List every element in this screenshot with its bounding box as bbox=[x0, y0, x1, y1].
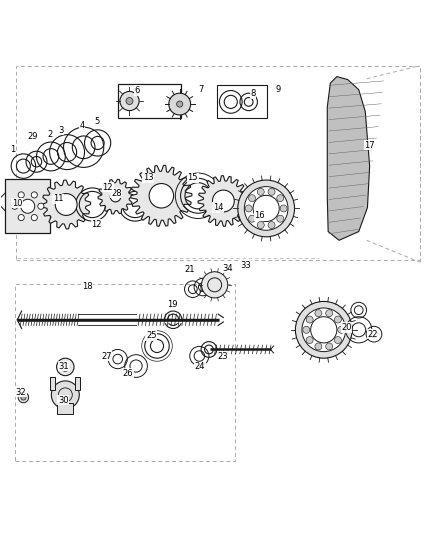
Circle shape bbox=[268, 188, 275, 195]
Circle shape bbox=[245, 205, 252, 212]
Text: 16: 16 bbox=[254, 212, 265, 220]
Text: 12: 12 bbox=[92, 220, 102, 229]
Circle shape bbox=[338, 326, 345, 333]
Text: 12: 12 bbox=[102, 182, 113, 191]
Text: 29: 29 bbox=[27, 132, 38, 141]
Text: 19: 19 bbox=[167, 300, 177, 309]
Circle shape bbox=[18, 192, 24, 198]
Circle shape bbox=[326, 343, 333, 350]
Circle shape bbox=[31, 215, 37, 221]
Circle shape bbox=[201, 272, 228, 298]
Text: 22: 22 bbox=[367, 330, 378, 338]
Text: 10: 10 bbox=[12, 199, 22, 208]
Circle shape bbox=[257, 222, 264, 229]
Text: 2: 2 bbox=[47, 130, 52, 139]
Circle shape bbox=[18, 215, 24, 221]
Circle shape bbox=[177, 101, 183, 107]
Text: 5: 5 bbox=[94, 117, 99, 126]
Circle shape bbox=[326, 310, 333, 317]
Circle shape bbox=[149, 183, 173, 208]
Circle shape bbox=[315, 310, 322, 317]
Circle shape bbox=[315, 343, 322, 350]
Text: 33: 33 bbox=[240, 261, 251, 270]
Bar bbox=[50, 377, 55, 391]
Text: 20: 20 bbox=[341, 323, 352, 332]
Circle shape bbox=[244, 187, 288, 230]
Circle shape bbox=[21, 199, 35, 213]
Circle shape bbox=[21, 395, 26, 400]
Bar bbox=[14, 284, 235, 461]
Polygon shape bbox=[327, 77, 370, 240]
Circle shape bbox=[268, 222, 275, 229]
Circle shape bbox=[248, 195, 255, 201]
Text: 34: 34 bbox=[223, 264, 233, 273]
Circle shape bbox=[335, 316, 341, 323]
Circle shape bbox=[212, 190, 234, 212]
Circle shape bbox=[18, 392, 28, 403]
Text: 27: 27 bbox=[101, 351, 112, 360]
Text: 7: 7 bbox=[198, 85, 203, 94]
Text: 25: 25 bbox=[146, 331, 156, 340]
Polygon shape bbox=[198, 176, 249, 227]
Polygon shape bbox=[42, 180, 91, 229]
Polygon shape bbox=[131, 165, 192, 226]
Circle shape bbox=[55, 193, 77, 215]
Text: 24: 24 bbox=[194, 362, 205, 372]
Bar bbox=[57, 403, 73, 414]
Circle shape bbox=[110, 191, 121, 202]
Text: 32: 32 bbox=[15, 387, 26, 397]
Bar bbox=[16, 66, 420, 260]
Polygon shape bbox=[98, 179, 133, 214]
Bar bbox=[5, 179, 50, 233]
Circle shape bbox=[335, 336, 341, 344]
Text: 21: 21 bbox=[184, 265, 194, 274]
Circle shape bbox=[51, 381, 79, 409]
Text: 30: 30 bbox=[58, 395, 68, 405]
Text: 31: 31 bbox=[59, 361, 69, 370]
Text: 23: 23 bbox=[217, 352, 228, 361]
Text: 18: 18 bbox=[82, 281, 92, 290]
Circle shape bbox=[306, 336, 313, 344]
Circle shape bbox=[248, 215, 255, 222]
Bar bbox=[217, 85, 267, 118]
Text: 11: 11 bbox=[53, 195, 64, 203]
Circle shape bbox=[31, 192, 37, 198]
Circle shape bbox=[280, 205, 287, 212]
Circle shape bbox=[257, 188, 264, 195]
Text: 1: 1 bbox=[11, 145, 15, 154]
Bar bbox=[118, 84, 181, 118]
Text: 26: 26 bbox=[123, 369, 134, 378]
Circle shape bbox=[277, 215, 284, 222]
Circle shape bbox=[302, 308, 346, 352]
Text: 8: 8 bbox=[251, 89, 256, 98]
Circle shape bbox=[306, 316, 313, 323]
Text: 6: 6 bbox=[134, 86, 140, 95]
Bar bbox=[75, 377, 80, 391]
Circle shape bbox=[277, 195, 284, 201]
Circle shape bbox=[295, 302, 352, 358]
Text: 14: 14 bbox=[213, 203, 223, 212]
Text: 17: 17 bbox=[364, 141, 375, 150]
Text: 9: 9 bbox=[276, 85, 281, 94]
Text: 4: 4 bbox=[79, 121, 85, 130]
Text: 3: 3 bbox=[58, 126, 64, 135]
Circle shape bbox=[38, 203, 44, 209]
Circle shape bbox=[57, 358, 74, 376]
Text: 15: 15 bbox=[187, 173, 198, 182]
Circle shape bbox=[238, 180, 294, 237]
Circle shape bbox=[169, 93, 191, 115]
Circle shape bbox=[126, 98, 133, 104]
Text: 13: 13 bbox=[143, 173, 154, 182]
Text: 28: 28 bbox=[111, 189, 122, 198]
Circle shape bbox=[303, 326, 310, 333]
Circle shape bbox=[120, 92, 139, 111]
Circle shape bbox=[12, 203, 18, 209]
